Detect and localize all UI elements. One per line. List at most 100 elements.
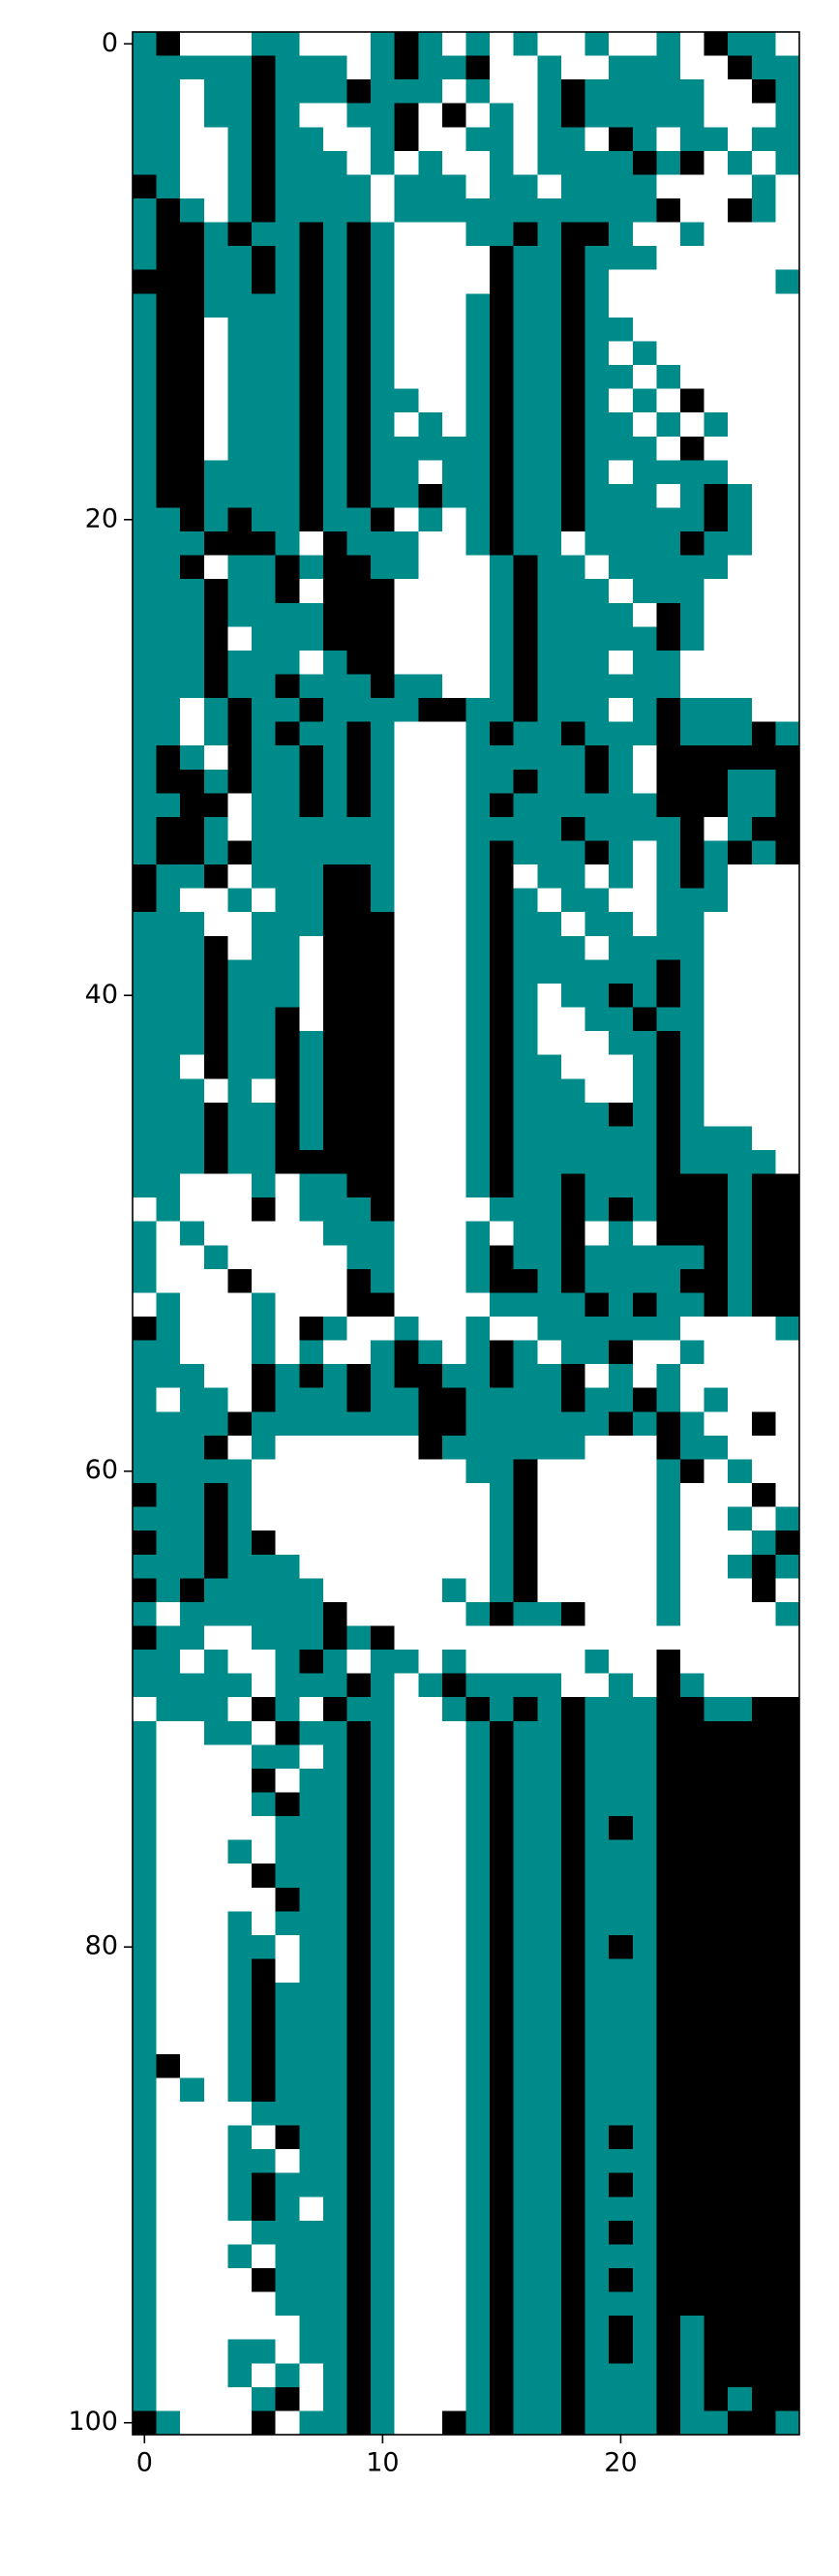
cell <box>751 2386 776 2412</box>
cell <box>371 150 396 176</box>
cell <box>299 579 324 604</box>
cell <box>728 1958 753 1984</box>
cell <box>632 388 657 413</box>
cell <box>465 460 491 485</box>
cell <box>156 1459 181 1484</box>
cell <box>775 1958 800 1984</box>
cell <box>584 2030 610 2055</box>
cell <box>679 174 705 199</box>
cell <box>656 483 681 509</box>
cell <box>322 103 348 128</box>
cell <box>609 1435 634 1461</box>
cell <box>275 1887 300 1912</box>
cell <box>704 531 729 557</box>
cell <box>465 2125 491 2150</box>
cell <box>465 2339 491 2364</box>
cell <box>180 1268 205 1294</box>
cell <box>609 1317 634 1342</box>
cell <box>180 531 205 557</box>
cell <box>632 1839 657 1864</box>
cell <box>728 2291 753 2317</box>
cell <box>203 1650 229 1675</box>
cell <box>537 793 562 818</box>
cell <box>609 1911 634 1936</box>
cell <box>465 2101 491 2127</box>
cell <box>180 1197 205 1223</box>
cell <box>299 1411 324 1437</box>
cell <box>227 2053 253 2078</box>
cell <box>227 1625 253 1651</box>
cell <box>679 698 705 723</box>
cell <box>346 579 372 604</box>
cell <box>513 150 538 176</box>
cell <box>490 2244 515 2269</box>
cell <box>299 1768 324 1794</box>
cell <box>679 388 705 413</box>
cell <box>513 483 538 509</box>
cell <box>418 1197 443 1223</box>
cell <box>632 2101 657 2127</box>
cell <box>465 1673 491 1698</box>
cell <box>275 1983 300 2008</box>
cell <box>537 769 562 794</box>
cell <box>252 769 277 794</box>
cell <box>704 2386 729 2412</box>
cell <box>465 2053 491 2078</box>
cell <box>156 1387 181 1412</box>
cell <box>203 1554 229 1579</box>
cell <box>490 935 515 960</box>
cell <box>299 103 324 128</box>
cell <box>465 912 491 937</box>
cell <box>704 864 729 890</box>
cell <box>346 2339 372 2364</box>
cell <box>609 2077 634 2103</box>
cell <box>751 198 776 224</box>
cell <box>133 1459 158 1484</box>
cell <box>441 1744 467 1770</box>
cell <box>560 912 586 937</box>
cell <box>704 555 729 580</box>
cell <box>203 864 229 890</box>
cell <box>490 793 515 818</box>
cell <box>632 269 657 294</box>
cell <box>656 1245 681 1270</box>
cell <box>322 1245 348 1270</box>
cell <box>275 864 300 890</box>
cell <box>394 483 419 509</box>
cell <box>704 1221 729 1246</box>
cell <box>133 1054 158 1079</box>
cell <box>346 2410 372 2436</box>
cell <box>560 341 586 366</box>
cell <box>275 103 300 128</box>
cell <box>751 1459 776 1484</box>
cell <box>346 32 372 57</box>
cell <box>584 412 610 438</box>
cell <box>227 1126 253 1151</box>
cell <box>584 1983 610 2008</box>
cell <box>252 1792 277 1817</box>
cell <box>299 507 324 532</box>
cell <box>394 198 419 224</box>
cell <box>513 2339 538 2364</box>
cell <box>275 2006 300 2031</box>
cell <box>346 602 372 627</box>
cell <box>537 1673 562 1698</box>
cell <box>728 2410 753 2436</box>
cell <box>632 507 657 532</box>
cell <box>656 1173 681 1198</box>
cell <box>346 341 372 366</box>
cell <box>299 1792 324 1817</box>
cell <box>180 1625 205 1651</box>
cell <box>180 55 205 80</box>
cell <box>490 2006 515 2031</box>
cell <box>679 745 705 771</box>
cell <box>728 2172 753 2197</box>
cell <box>679 436 705 461</box>
cell <box>156 721 181 746</box>
cell <box>394 2125 419 2150</box>
cell <box>322 2030 348 2055</box>
cell <box>537 1483 562 1508</box>
cell <box>584 2291 610 2317</box>
cell <box>371 174 396 199</box>
cell <box>609 1173 634 1198</box>
